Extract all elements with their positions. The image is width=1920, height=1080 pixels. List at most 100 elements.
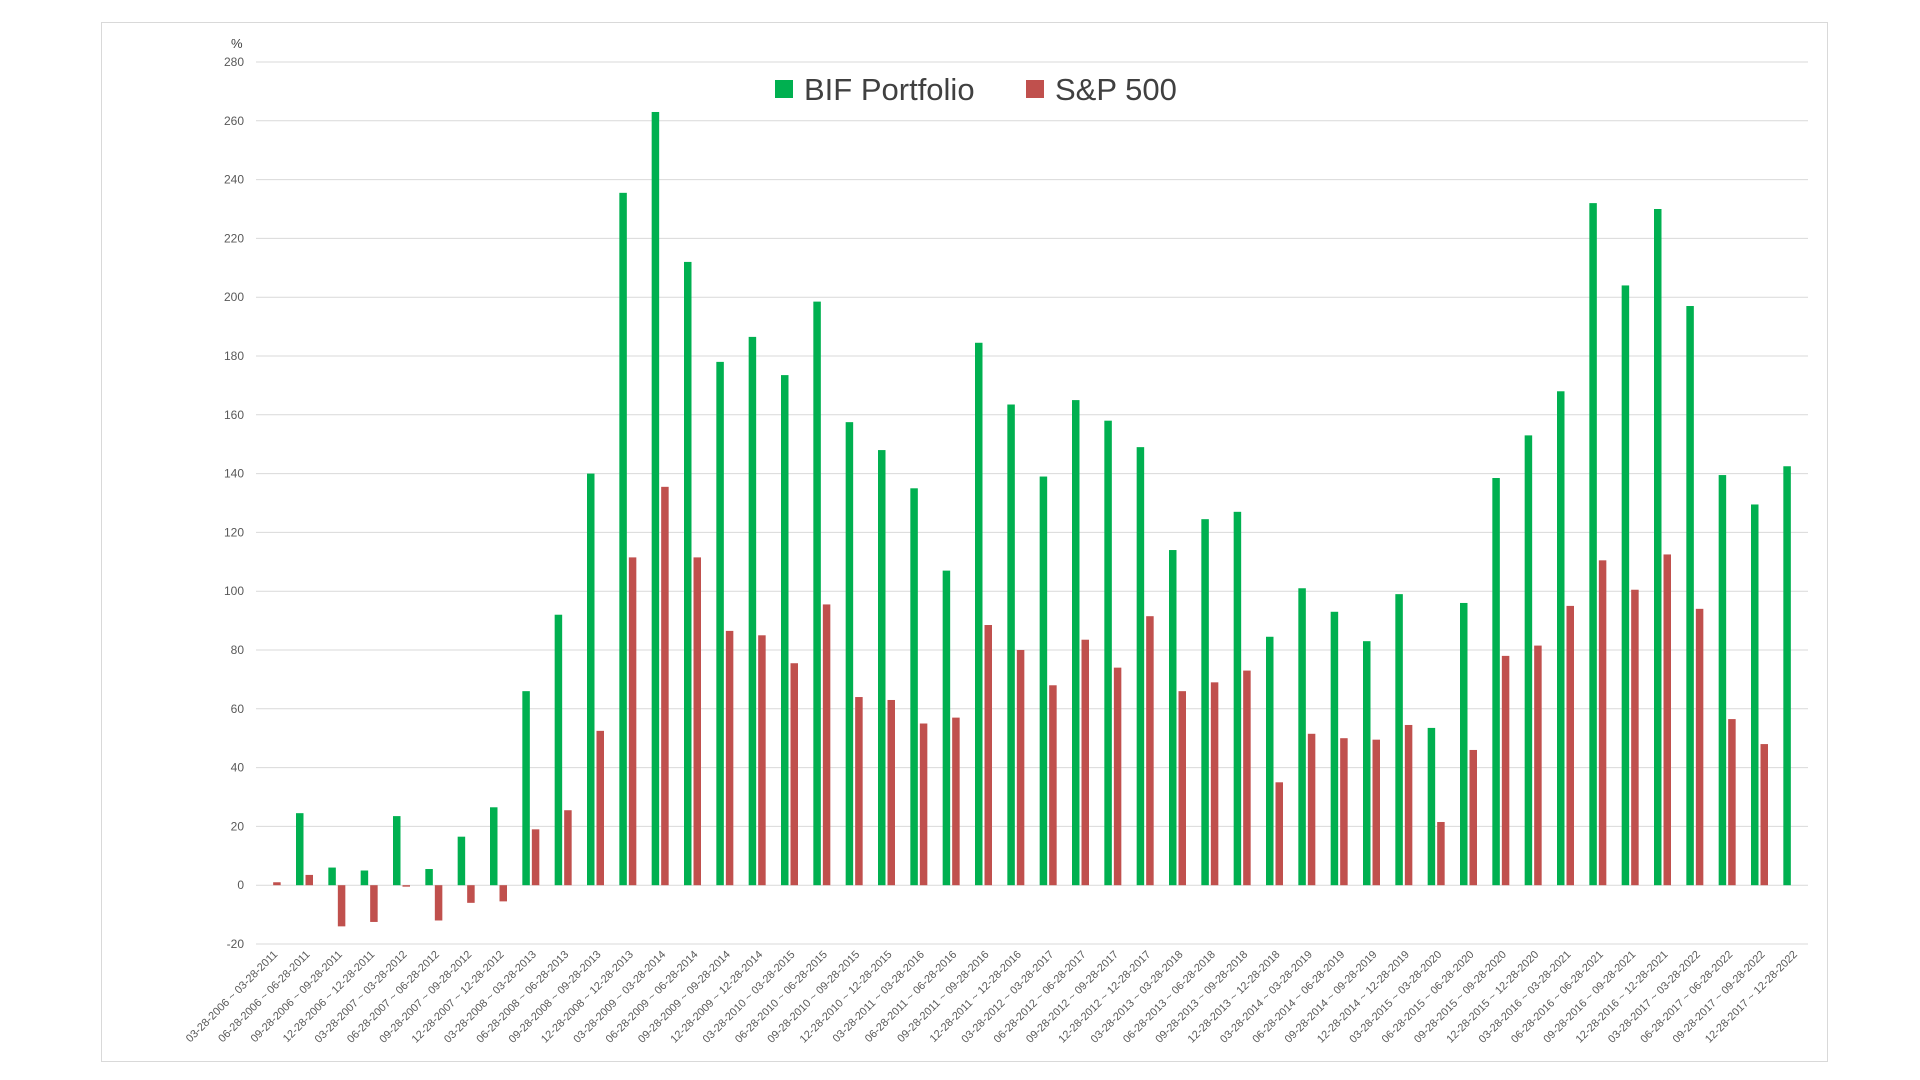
bar-bif-portfolio	[490, 807, 498, 886]
bar-bif-portfolio	[651, 111, 660, 886]
bar-sp500	[1340, 738, 1348, 886]
bar-bif-portfolio	[845, 422, 854, 886]
bar-sp500	[1210, 682, 1219, 886]
bar-sp500	[499, 885, 507, 902]
bar-bif-portfolio	[1298, 588, 1306, 886]
bar-sp500	[564, 810, 572, 886]
bar-bif-portfolio	[1395, 594, 1403, 886]
bar-bif-portfolio	[1104, 420, 1112, 886]
bar-sp500	[855, 697, 863, 886]
bar-bif-portfolio	[1169, 550, 1177, 886]
bar-bif-portfolio	[1751, 504, 1759, 886]
bar-sp500	[1663, 554, 1671, 886]
y-axis-unit-label: %	[231, 36, 243, 51]
bar-bif-portfolio	[1039, 476, 1048, 886]
y-tick-label: 140	[224, 467, 244, 481]
y-tick-label: 200	[224, 290, 244, 304]
bar-sp500	[725, 630, 734, 886]
bar-sp500	[337, 885, 346, 927]
bar-bif-portfolio	[748, 336, 757, 886]
bar-bif-portfolio	[1460, 602, 1468, 886]
bar-sp500	[1081, 639, 1089, 886]
legend-label-bif-portfolio: BIF Portfolio	[804, 72, 975, 107]
bar-bif-portfolio	[393, 816, 401, 886]
bar-bif-portfolio	[942, 570, 951, 886]
bar-sp500	[1534, 645, 1542, 886]
y-tick-label: 0	[237, 878, 244, 892]
bar-sp500	[919, 723, 928, 886]
bar-sp500	[1146, 616, 1154, 886]
bar-bif-portfolio	[619, 192, 627, 886]
bar-bif-portfolio	[781, 375, 789, 886]
gridlines	[256, 61, 1808, 945]
y-tick-label: 60	[231, 702, 245, 716]
y-tick-label: 20	[231, 819, 245, 833]
bar-sp500	[370, 885, 378, 922]
bar-sp500	[434, 885, 443, 921]
legend-label-sp500: S&P 500	[1055, 72, 1177, 107]
bar-bif-portfolio	[1718, 475, 1727, 886]
bar-sp500	[1695, 608, 1704, 886]
bar-sp500	[1275, 782, 1283, 886]
bar-sp500	[1049, 685, 1057, 886]
bar-sp500	[758, 635, 766, 886]
bars	[273, 111, 1791, 927]
bar-sp500	[402, 885, 410, 887]
bar-sp500	[273, 882, 281, 886]
bar-sp500	[1501, 655, 1510, 886]
bar-sp500	[984, 625, 992, 886]
bar-bif-portfolio	[1233, 511, 1242, 886]
bar-sp500	[1728, 719, 1736, 886]
bar-sp500	[952, 717, 960, 886]
y-tick-label: 100	[224, 584, 244, 598]
y-tick-label: 160	[224, 408, 244, 422]
bar-bif-portfolio	[878, 450, 886, 886]
chart-frame	[101, 22, 1828, 1062]
bar-sp500	[693, 557, 701, 886]
bar-bif-portfolio	[1654, 209, 1662, 886]
bar-sp500	[1178, 691, 1186, 886]
legend: BIF Portfolio S&P 500	[775, 72, 1177, 107]
bar-bif-portfolio	[1007, 404, 1015, 886]
bar-sp500	[887, 699, 895, 886]
bar-bif-portfolio	[1266, 636, 1274, 886]
bar-bif-portfolio	[1524, 435, 1533, 886]
bar-bif-portfolio	[522, 691, 530, 886]
bar-bif-portfolio	[813, 301, 821, 886]
bar-sp500	[628, 557, 637, 886]
bar-bif-portfolio	[1557, 391, 1565, 886]
bar-sp500	[305, 874, 313, 886]
y-tick-label: 40	[231, 761, 245, 775]
y-tick-label: 240	[224, 173, 244, 187]
bar-bif-portfolio	[457, 836, 466, 886]
bar-bif-portfolio	[1589, 203, 1597, 886]
bar-sp500	[661, 486, 669, 886]
bar-sp500	[1469, 749, 1477, 886]
bar-sp500	[1437, 821, 1445, 886]
legend-swatch-sp500	[1026, 80, 1044, 98]
bar-bif-portfolio	[1330, 611, 1339, 886]
bar-bif-portfolio	[716, 361, 724, 886]
bar-sp500	[531, 829, 540, 886]
bar-sp500	[1372, 739, 1380, 886]
bar-bif-portfolio	[296, 813, 304, 886]
bar-sp500	[822, 604, 831, 886]
y-tick-label: 260	[224, 114, 244, 128]
bar-bif-portfolio	[1201, 519, 1209, 886]
bar-sp500	[467, 885, 475, 903]
bar-bif-portfolio	[1621, 285, 1630, 886]
bar-sp500	[596, 730, 604, 886]
bar-sp500	[1404, 724, 1413, 886]
bar-bif-portfolio	[1686, 306, 1694, 886]
y-axis-ticks: -20 0 20 40 60 80 100 120 140 160 180 200 220 240 260 2…	[224, 55, 244, 951]
bar-bif-portfolio	[360, 870, 369, 886]
bar-sp500	[1113, 667, 1122, 886]
bar-bif-portfolio	[425, 869, 433, 886]
y-tick-label: 280	[224, 55, 244, 69]
legend-swatch-bif-portfolio	[775, 80, 793, 98]
bar-sp500	[1760, 744, 1768, 886]
bar-bif-portfolio	[587, 473, 595, 886]
bar-bif-portfolio	[1136, 447, 1145, 886]
bar-sp500	[1016, 650, 1025, 886]
